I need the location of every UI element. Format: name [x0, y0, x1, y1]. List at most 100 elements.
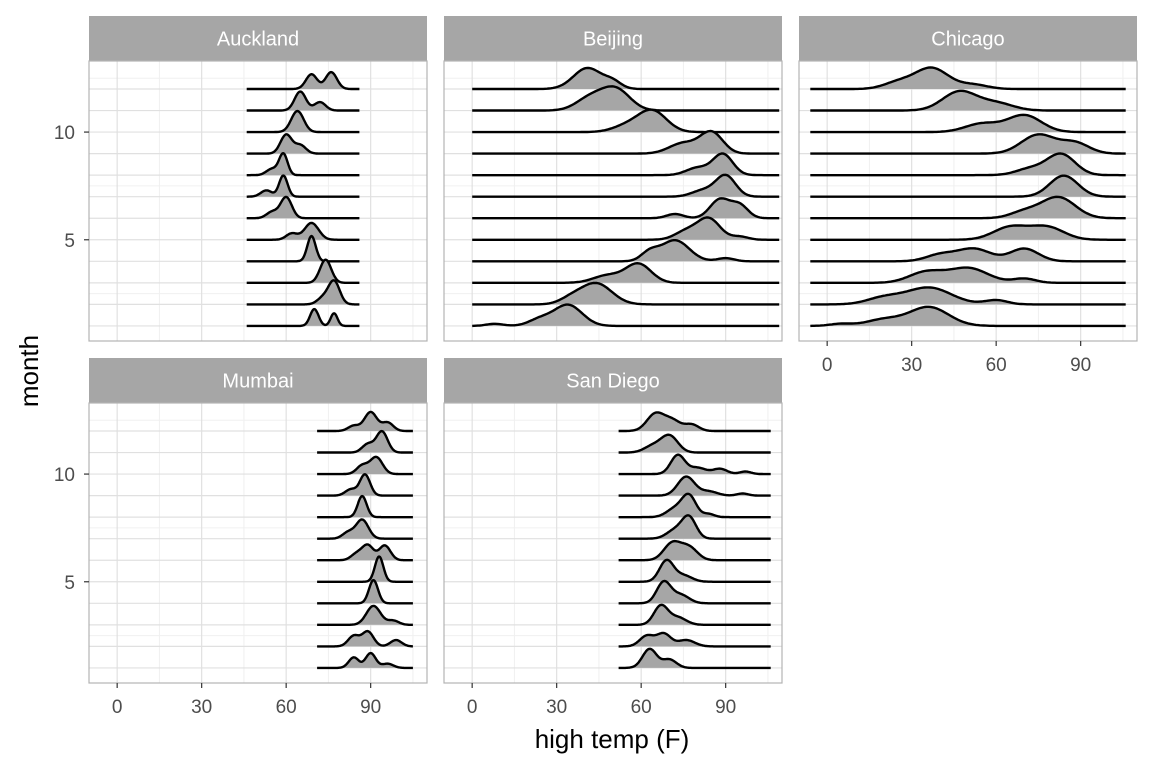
ridge-line-mumbai-month-10 [316, 455, 414, 476]
ridge-fill-san-diego-month-12 [618, 412, 771, 431]
ridge-fill-beijing-month-10 [472, 109, 780, 133]
ridge-beijing-month-9 [472, 129, 780, 155]
ridge-line-beijing-month-10 [472, 108, 780, 134]
ridge-line-auckland-month-5 [246, 221, 360, 241]
ridge-auckland-month-6 [246, 195, 360, 220]
ridge-mumbai-month-7 [316, 518, 414, 540]
ridge-line-san-diego-month-8 [618, 492, 771, 519]
ridge-fill-mumbai-month-9 [317, 474, 413, 496]
ridge-line-beijing-month-6 [472, 197, 780, 220]
ridge-line-san-diego-month-3 [618, 603, 771, 626]
panel-border-san-diego [443, 402, 783, 684]
ridge-fill-mumbai-month-11 [317, 431, 413, 453]
ridge-line-mumbai-month-12 [316, 410, 414, 433]
ridge-chicago-month-10 [810, 113, 1126, 134]
ridge-fill-auckland-month-6 [246, 196, 360, 219]
ridge-fill-chicago-month-6 [810, 196, 1126, 219]
panel-border-beijing [443, 60, 783, 342]
strip-mumbai [89, 358, 427, 403]
ridge-mumbai-month-2 [316, 629, 414, 648]
ridge-line-mumbai-month-6 [316, 543, 414, 562]
panel-border-mumbai [88, 402, 428, 684]
ridge-fill-auckland-month-8 [246, 153, 360, 176]
ridge-auckland-month-10 [246, 109, 360, 134]
ridge-chicago-month-5 [810, 224, 1126, 241]
ridge-line-chicago-month-12 [810, 66, 1126, 91]
ridge-line-beijing-month-11 [472, 85, 780, 112]
ridge-line-mumbai-month-3 [316, 604, 414, 626]
ridge-fill-beijing-month-5 [472, 217, 780, 240]
strip-chicago [799, 16, 1137, 61]
ridge-fill-beijing-month-9 [472, 131, 780, 154]
x-tick-label: 90 [360, 697, 381, 718]
ridge-line-san-diego-month-6 [618, 539, 771, 562]
ridge-line-beijing-month-4 [472, 239, 780, 263]
ridge-beijing-month-7 [472, 173, 780, 198]
ridge-line-beijing-month-5 [472, 216, 780, 241]
ridge-auckland-month-5 [246, 221, 360, 241]
ridge-fill-san-diego-month-9 [618, 476, 771, 496]
ridge-mumbai-month-5 [316, 555, 414, 583]
ridge-line-auckland-month-7 [246, 174, 360, 198]
ridge-beijing-month-2 [472, 281, 780, 306]
x-tick-label: 60 [631, 697, 652, 718]
ridge-auckland-month-12 [246, 70, 360, 91]
ridge-fill-auckland-month-12 [246, 72, 360, 89]
ridge-line-auckland-month-11 [246, 90, 360, 112]
ridge-line-san-diego-month-9 [618, 475, 771, 497]
ridge-chicago-month-7 [810, 174, 1126, 198]
strip-label-mumbai: Mumbai [222, 371, 293, 393]
ridge-beijing-month-11 [472, 85, 780, 112]
ridge-chicago-month-11 [810, 89, 1126, 112]
ridge-line-auckland-month-9 [246, 133, 360, 155]
strip-label-beijing: Beijing [583, 29, 643, 51]
x-tick-label: 0 [467, 697, 478, 718]
ridge-line-beijing-month-1 [472, 303, 780, 328]
panel-border-auckland [88, 60, 428, 342]
ridge-line-mumbai-month-4 [316, 579, 414, 605]
ridge-fill-beijing-month-11 [472, 86, 780, 111]
ridge-line-san-diego-month-7 [618, 514, 771, 540]
ridge-mumbai-month-4 [316, 579, 414, 605]
ridge-auckland-month-8 [246, 152, 360, 177]
ridge-line-auckland-month-3 [246, 258, 360, 284]
ridge-beijing-month-8 [472, 152, 780, 177]
ridge-line-chicago-month-4 [810, 247, 1126, 263]
ridge-fill-mumbai-month-7 [317, 519, 413, 539]
ridge-fill-auckland-month-9 [246, 134, 360, 154]
ridge-line-chicago-month-5 [810, 224, 1126, 241]
strip-label-chicago: Chicago [931, 29, 1004, 51]
ridge-auckland-month-3 [246, 258, 360, 284]
ridge-chicago-month-12 [810, 66, 1126, 91]
ridge-line-chicago-month-11 [810, 89, 1126, 112]
ridge-fill-mumbai-month-10 [317, 456, 413, 475]
ridge-san-diego-month-11 [618, 433, 771, 454]
panel-auckland: Auckland 5 10 [54, 16, 428, 342]
ridge-mumbai-month-9 [316, 473, 414, 497]
ridge-san-diego-month-1 [618, 647, 771, 670]
ridge-line-beijing-month-7 [472, 173, 780, 198]
x-tick-label: 30 [546, 697, 567, 718]
ridge-line-auckland-month-10 [246, 109, 360, 134]
strip-label-san-diego: San Diego [566, 371, 659, 393]
ridge-san-diego-month-5 [618, 558, 771, 583]
ridge-fill-san-diego-month-11 [618, 434, 771, 453]
ridge-line-mumbai-month-11 [316, 429, 414, 454]
ridge-line-mumbai-month-9 [316, 473, 414, 497]
ridge-fill-chicago-month-4 [810, 248, 1126, 262]
ridge-line-beijing-month-2 [472, 281, 780, 306]
ridge-mumbai-month-10 [316, 455, 414, 476]
panel-beijing: Beijing [443, 16, 783, 342]
ridge-fill-mumbai-month-12 [317, 411, 413, 431]
ridge-mumbai-month-11 [316, 429, 414, 454]
x-tick-label: 60 [986, 355, 1007, 376]
ridge-san-diego-month-9 [618, 475, 771, 497]
ridge-fill-san-diego-month-7 [618, 515, 771, 539]
ridge-fill-san-diego-month-1 [618, 648, 771, 668]
ridge-line-beijing-month-3 [472, 262, 780, 284]
y-axis-title: month [14, 335, 44, 407]
ridge-chicago-month-9 [810, 133, 1126, 155]
ridge-auckland-month-2 [246, 279, 360, 306]
